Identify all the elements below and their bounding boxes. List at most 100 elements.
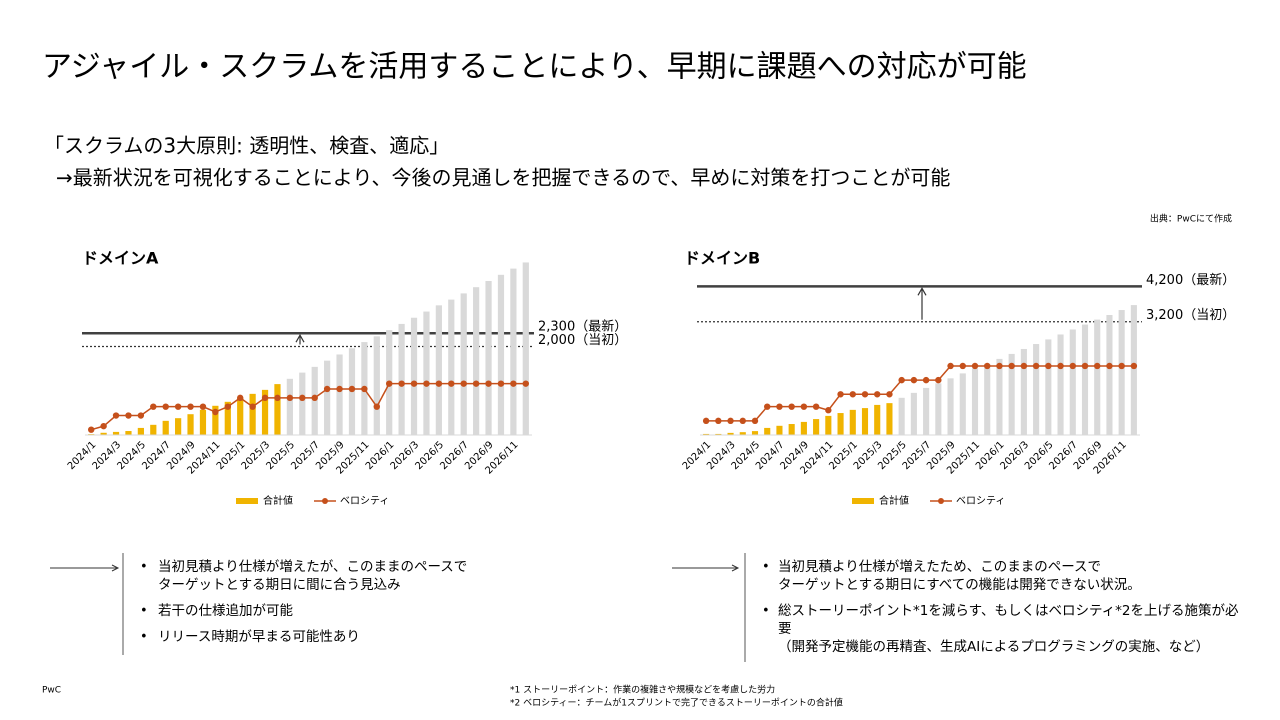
subtitle: →最新状況を可視化することにより、今後の見通しを把握できるので、早めに対策を打つ… xyxy=(56,166,950,190)
marker xyxy=(88,426,95,433)
bullet-text: 当初見積より仕様が増えたが、このままのペースで xyxy=(158,558,467,575)
marker xyxy=(361,385,368,393)
marker xyxy=(497,380,505,387)
marker xyxy=(1081,362,1089,370)
marker xyxy=(237,394,244,402)
bar xyxy=(162,420,169,435)
bar xyxy=(1020,348,1027,435)
bar xyxy=(485,281,492,435)
bar xyxy=(373,336,380,435)
marker xyxy=(996,362,1003,370)
marker xyxy=(1008,362,1015,370)
marker xyxy=(800,403,808,410)
reference-label: 2,000（当初） xyxy=(538,333,627,348)
reference-label: 3,200（当初） xyxy=(1146,308,1235,323)
marker xyxy=(249,403,256,410)
bar xyxy=(984,363,991,435)
marker xyxy=(764,403,771,410)
marker xyxy=(935,376,942,384)
marker xyxy=(739,417,746,425)
bar xyxy=(703,433,710,435)
marker xyxy=(837,391,844,398)
slide-title: アジャイル・スクラムを活用することにより、早期に課題への対応が可能 xyxy=(42,50,1027,85)
legend-label: ベロシティ xyxy=(340,495,389,507)
bar xyxy=(473,287,480,435)
marker xyxy=(274,394,281,402)
marker xyxy=(112,412,120,419)
bar xyxy=(739,432,746,435)
marker xyxy=(1045,362,1052,370)
legend-marker xyxy=(938,498,944,504)
bullet-text: リリース時期が早まる可能性あり xyxy=(158,629,360,645)
bullet-text: ターゲットとする期日にすべての機能は開発できない状況。 xyxy=(778,577,1141,593)
bullet-text: 当初見積より仕様が増えたため、このままのペースで xyxy=(778,558,1101,575)
marker xyxy=(125,412,132,419)
bar xyxy=(522,262,529,435)
marker xyxy=(224,403,231,410)
marker xyxy=(373,403,380,410)
legend-label: 合計値 xyxy=(263,494,293,507)
bar xyxy=(1045,339,1052,435)
marker xyxy=(1069,362,1076,370)
bar xyxy=(1081,324,1089,435)
chart-title: ドメインB xyxy=(684,249,760,268)
bullet-dot: • xyxy=(140,560,148,575)
bar xyxy=(1069,329,1076,435)
bar xyxy=(1118,310,1125,435)
marker xyxy=(947,362,954,370)
marker xyxy=(386,380,393,387)
bullet-dot: • xyxy=(762,604,770,619)
legend-label: ベロシティ xyxy=(956,495,1005,507)
bullet-dot: • xyxy=(762,560,770,575)
bar xyxy=(813,419,820,435)
marker xyxy=(727,417,734,425)
source: 出典：PwCにて作成 xyxy=(1150,213,1232,225)
bar xyxy=(923,387,930,435)
footer: PwC xyxy=(42,686,61,696)
arrow-head xyxy=(731,564,740,572)
marker xyxy=(898,376,905,384)
legend-swatch xyxy=(236,498,258,504)
marker xyxy=(984,362,991,370)
bar xyxy=(150,424,157,435)
marker xyxy=(435,380,443,387)
reference-label: 2,300（最新） xyxy=(538,319,627,335)
marker xyxy=(261,394,269,402)
bar xyxy=(886,403,893,435)
marker xyxy=(1020,362,1028,370)
bar xyxy=(299,372,306,435)
bar xyxy=(435,305,442,435)
marker xyxy=(299,394,306,402)
bar xyxy=(776,425,783,435)
bullet-dot: • xyxy=(140,604,148,619)
marker xyxy=(715,417,722,425)
bar xyxy=(137,427,144,435)
bar xyxy=(448,299,455,435)
legend-swatch xyxy=(852,498,874,504)
marker xyxy=(199,403,207,410)
marker xyxy=(137,412,145,419)
marker xyxy=(959,362,966,370)
bar xyxy=(959,373,966,435)
marker xyxy=(162,403,169,410)
bullet-text: （開発予定機能の再精査、生成AIによるプログラミングの実施、など） xyxy=(778,639,1209,655)
ref-arrow-head xyxy=(917,287,927,296)
bar xyxy=(510,268,517,435)
bar xyxy=(947,378,954,435)
marker xyxy=(1118,362,1125,370)
bullet-text: 若干の仕様追加が可能 xyxy=(158,603,293,619)
bar xyxy=(423,311,430,435)
bar xyxy=(764,427,771,435)
marker xyxy=(212,408,219,416)
bar xyxy=(1130,305,1137,435)
bar xyxy=(971,368,979,435)
marker xyxy=(922,376,930,384)
bar xyxy=(1106,314,1113,435)
chart-title: ドメインA xyxy=(82,249,159,268)
bar xyxy=(100,432,107,435)
bar xyxy=(324,360,331,435)
marker xyxy=(874,391,881,398)
bar xyxy=(187,414,194,435)
marker xyxy=(751,417,759,425)
marker xyxy=(1130,362,1138,370)
